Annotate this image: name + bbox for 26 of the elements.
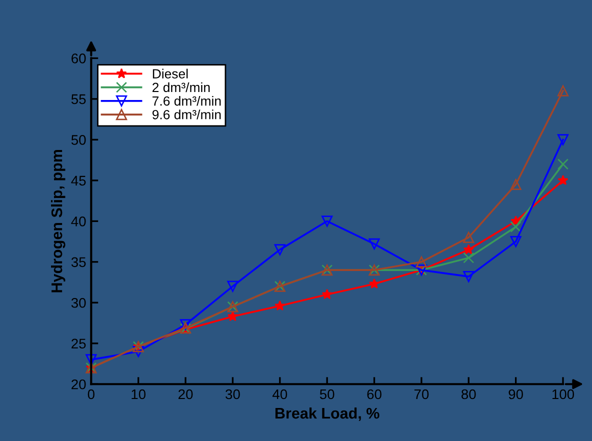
legend-label: Diesel bbox=[152, 68, 188, 78]
legend-label: 2 dm³/min bbox=[152, 82, 210, 92]
x-tick-label: 60 bbox=[367, 389, 382, 400]
x-tick-label: 30 bbox=[226, 389, 240, 400]
x-tick-label: 40 bbox=[272, 389, 288, 400]
y-tick-label: 60 bbox=[72, 54, 86, 64]
x-tick-label: 0 bbox=[88, 389, 94, 400]
x-axis-title: Break Load, % bbox=[275, 407, 380, 421]
x-tick-label: 70 bbox=[414, 389, 429, 400]
x-tick-label: 100 bbox=[552, 389, 574, 400]
y-tick-label: 45 bbox=[71, 176, 86, 186]
y-tick-label: 20 bbox=[72, 379, 86, 390]
y-tick-label: 55 bbox=[71, 94, 86, 104]
y-tick-label: 25 bbox=[72, 338, 86, 349]
x-tick-label: 10 bbox=[132, 389, 146, 400]
x-tick-label: 50 bbox=[320, 389, 334, 400]
y-axis-title: Hydrogen Slip, ppm bbox=[50, 150, 66, 292]
legend-label: 7.6 dm³/min bbox=[152, 96, 221, 106]
x-tick-label: 80 bbox=[462, 389, 476, 400]
x-tick-label: 20 bbox=[178, 389, 193, 400]
y-tick-label: 50 bbox=[71, 135, 86, 145]
y-tick-label: 35 bbox=[71, 257, 86, 268]
y-tick-label: 30 bbox=[71, 298, 86, 308]
x-tick-label: 90 bbox=[508, 389, 523, 400]
legend-label: 9.6 dm³/min bbox=[152, 110, 221, 120]
y-tick-label: 40 bbox=[71, 216, 86, 226]
